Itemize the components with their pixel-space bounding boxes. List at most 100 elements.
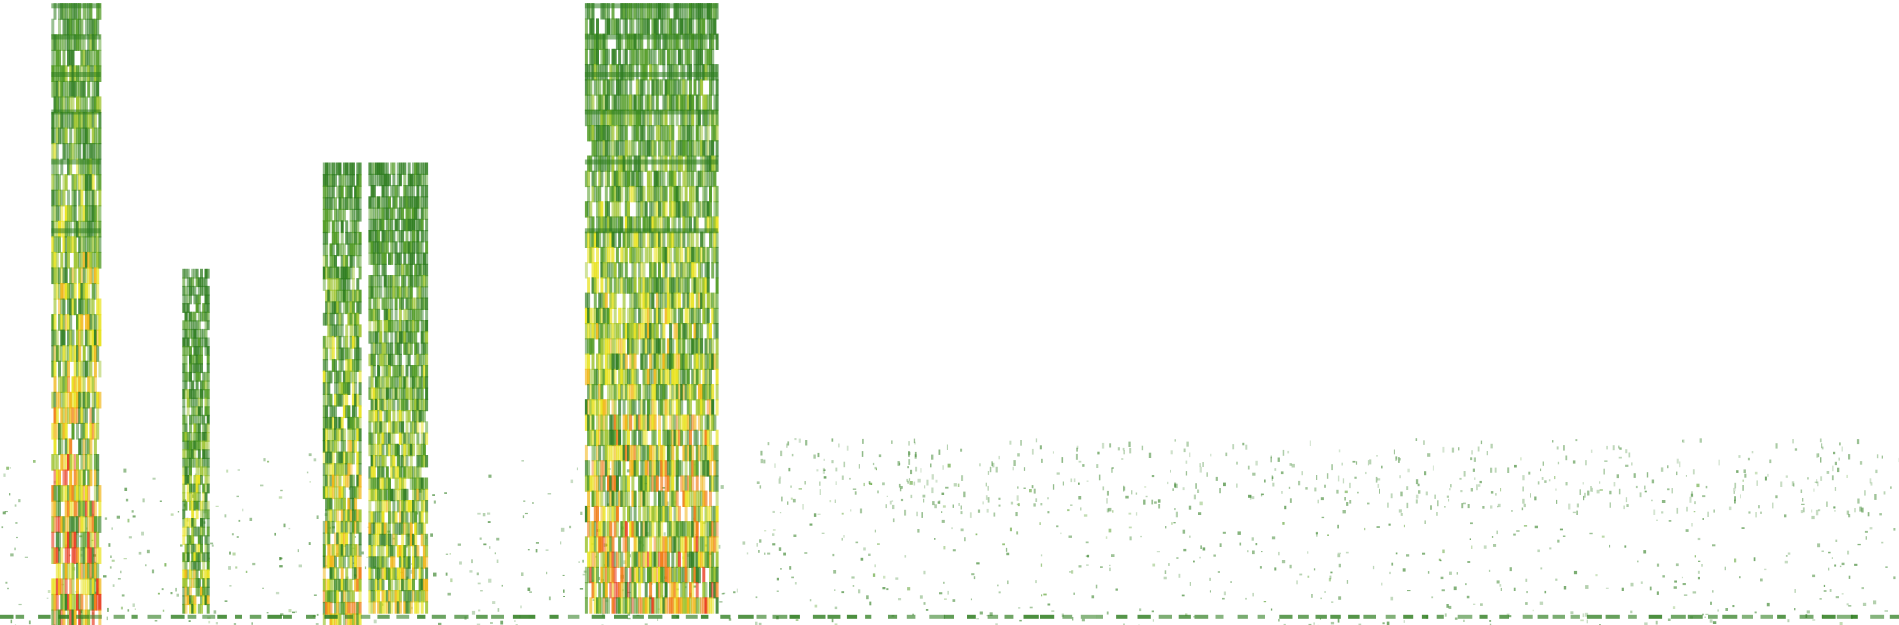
burst-5-cell [607,475,610,492]
burst-3-cell [354,509,358,523]
burst-2-cell [182,380,186,391]
burst-4-cell [381,533,385,547]
burst-4-cell [420,511,424,524]
burst-2-cell [195,483,199,494]
noise-speck [1388,523,1391,526]
noise-speck [1712,590,1714,593]
burst-3-cell [336,613,340,625]
burst-5-cell [611,231,615,248]
burst-4-cell [392,567,396,580]
burst-1-cell [80,189,84,207]
burst-5-cell [646,414,650,431]
burst-4-cell [422,590,426,603]
noise-speck [176,593,179,597]
noise-speck [898,598,902,601]
burst-3-cell [347,162,351,176]
burst-1-cell [82,251,86,269]
burst-3-cell [336,208,340,222]
burst-4-cell [379,511,383,524]
noise-speck [1369,459,1372,465]
burst-5-cell [642,109,646,127]
burst-1-cell [55,593,59,611]
burst-4-cell [405,230,409,243]
burst-3-cell [347,370,351,384]
burst-5-cell [644,444,648,462]
burst-5-cell [631,18,635,35]
burst-4-cell [372,173,376,187]
burst-1-cell [73,283,77,300]
burst-4-cell [401,387,405,400]
burst-4-cell [385,286,389,299]
burst-5-cell [631,140,635,157]
noise-speck [977,509,981,513]
burst-5-cell [649,399,653,416]
burst-4-cell [394,185,398,198]
burst-4-cell [425,488,429,502]
burst-5-cell [644,292,648,309]
burst-1-cell [78,18,82,36]
burst-5-cell [600,551,604,568]
burst-4-cell [370,241,374,254]
burst-4-cell [370,376,374,389]
burst-4-cell [385,466,389,479]
noise-speck [1016,495,1019,501]
burst-1-cell [58,298,61,316]
burst-1-cell [67,314,70,331]
noise-speck [1311,594,1313,598]
burst-3-cell [331,324,335,338]
burst-4-cell [420,410,424,423]
burst-2-cell [197,328,201,339]
burst-1-cell [91,267,95,285]
burst-1-cell [67,485,70,502]
burst-4-cell [388,297,391,310]
burst-1-cell [87,578,91,596]
burst-5-cell [624,79,628,96]
burst-1-cell [51,158,55,176]
burst-5-cell [598,79,602,96]
noise-speck [1067,509,1070,512]
noise-speck [1473,457,1476,462]
burst-5-cell [613,140,617,157]
burst-3-cell [334,440,337,453]
burst-4-cell [372,297,376,310]
noise-speck [1601,535,1605,538]
noise-speck [1838,457,1840,461]
burst-3-cell [327,544,331,557]
burst-2-cell [186,311,190,322]
noise-speck [1078,482,1080,485]
burst-4-cell [370,533,374,547]
burst-1-cell [84,283,88,300]
burst-3-cell [356,243,360,257]
burst-1-cell [69,391,73,409]
burst-4-cell [412,477,415,490]
burst-4-cell [368,387,372,400]
burst-1-cell [62,562,66,580]
noise-speck [1675,563,1679,567]
burst-3-cell [336,497,340,511]
burst-1-cell [76,376,79,393]
burst-2-cell [197,483,201,494]
burst-3-cell [349,440,353,453]
burst-2-cell [191,397,195,408]
burst-5-cell [618,94,622,111]
noise-speck [947,463,951,468]
burst-5-cell [622,582,626,599]
burst-1-cell [53,329,57,347]
burst-4-cell [370,252,374,265]
burst-4-cell [392,421,396,434]
burst-5-cell [584,444,588,462]
burst-4-cell [374,567,378,580]
burst-3-cell [345,162,349,176]
burst-5-cell [640,79,644,96]
burst-1-cell [82,547,86,564]
burst-3-cell [322,347,326,361]
noise-speck [1864,490,1866,496]
burst-1-cell [80,547,84,564]
burst-5-cell [584,231,588,248]
burst-2-cell [197,603,201,614]
burst-5-cell [587,307,591,325]
noise-speck [1874,494,1877,500]
noise-speck [260,484,264,487]
burst-3-cell [356,613,360,625]
burst-4-cell [401,500,405,513]
